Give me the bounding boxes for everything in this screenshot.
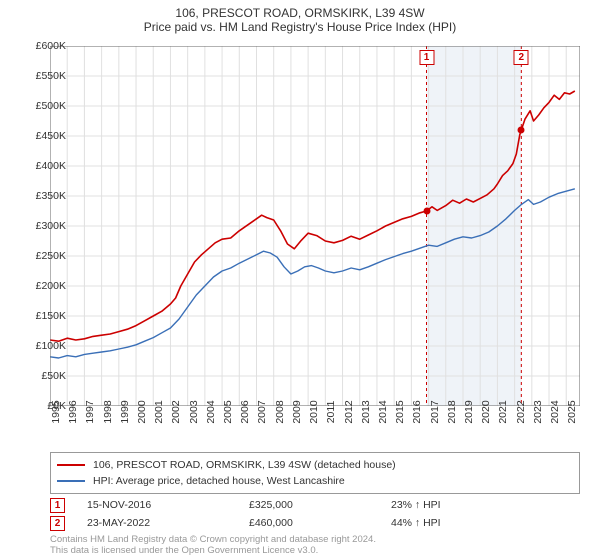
events-table: 1 15-NOV-2016 £325,000 23% ↑ HPI 2 23-MAY-202… <box>50 496 580 532</box>
x-tick-label: 2021 <box>497 400 509 423</box>
event-id-box: 2 <box>50 516 65 531</box>
x-tick-label: 2019 <box>463 400 475 423</box>
y-tick-label: £600K <box>20 40 66 52</box>
x-tick-label: 2022 <box>515 400 527 423</box>
titles: 106, PRESCOT ROAD, ORMSKIRK, L39 4SW Pri… <box>0 0 600 34</box>
x-tick-label: 2003 <box>188 400 200 423</box>
x-tick-label: 2025 <box>566 400 578 423</box>
x-tick-label: 1997 <box>84 400 96 423</box>
x-tick-label: 1996 <box>67 400 79 423</box>
legend-item: 106, PRESCOT ROAD, ORMSKIRK, L39 4SW (de… <box>57 457 573 473</box>
x-tick-label: 1998 <box>102 400 114 423</box>
y-tick-label: £550K <box>20 70 66 82</box>
x-tick-label: 2017 <box>429 400 441 423</box>
y-tick-label: £200K <box>20 280 66 292</box>
event-price: £460,000 <box>249 517 369 529</box>
x-tick-label: 2000 <box>136 400 148 423</box>
x-tick-label: 2015 <box>394 400 406 423</box>
x-tick-label: 2011 <box>325 401 337 424</box>
legend-label: HPI: Average price, detached house, West… <box>93 475 345 487</box>
x-tick-label: 2009 <box>291 400 303 423</box>
event-date: 15-NOV-2016 <box>87 499 227 511</box>
legend-item: HPI: Average price, detached house, West… <box>57 473 573 489</box>
chart-svg <box>50 46 580 406</box>
event-id-box: 1 <box>50 498 65 513</box>
chart-area: 12 <box>50 46 580 406</box>
title-subtitle: Price paid vs. HM Land Registry's House … <box>0 20 600 34</box>
event-delta: 23% ↑ HPI <box>391 499 511 511</box>
x-tick-label: 2016 <box>411 400 423 423</box>
chart-container: 106, PRESCOT ROAD, ORMSKIRK, L39 4SW Pri… <box>0 0 600 560</box>
x-tick-label: 2005 <box>222 400 234 423</box>
y-tick-label: £250K <box>20 250 66 262</box>
attribution-line2: This data is licensed under the Open Gov… <box>50 545 580 556</box>
title-address: 106, PRESCOT ROAD, ORMSKIRK, L39 4SW <box>0 6 600 20</box>
y-tick-label: £300K <box>20 220 66 232</box>
x-tick-label: 2012 <box>343 400 355 423</box>
y-tick-label: £500K <box>20 100 66 112</box>
event-row: 1 15-NOV-2016 £325,000 23% ↑ HPI <box>50 496 580 514</box>
x-tick-label: 2002 <box>170 400 182 423</box>
x-tick-label: 2006 <box>239 400 251 423</box>
x-tick-label: 2024 <box>549 400 561 423</box>
attribution: Contains HM Land Registry data © Crown c… <box>50 534 580 557</box>
x-tick-label: 2001 <box>153 400 165 423</box>
attribution-line1: Contains HM Land Registry data © Crown c… <box>50 534 580 545</box>
x-tick-label: 2014 <box>377 400 389 423</box>
x-tick-label: 2013 <box>360 400 372 423</box>
x-tick-label: 1999 <box>119 400 131 423</box>
legend-label: 106, PRESCOT ROAD, ORMSKIRK, L39 4SW (de… <box>93 459 396 471</box>
y-tick-label: £350K <box>20 190 66 202</box>
y-tick-label: £400K <box>20 160 66 172</box>
event-row: 2 23-MAY-2022 £460,000 44% ↑ HPI <box>50 514 580 532</box>
x-tick-label: 2007 <box>256 400 268 423</box>
y-tick-label: £100K <box>20 340 66 352</box>
event-price: £325,000 <box>249 499 369 511</box>
x-tick-label: 2023 <box>532 400 544 423</box>
x-tick-label: 1995 <box>50 400 62 423</box>
x-tick-label: 2018 <box>446 400 458 423</box>
event-delta: 44% ↑ HPI <box>391 517 511 529</box>
legend-swatch <box>57 480 85 482</box>
y-tick-label: £450K <box>20 130 66 142</box>
legend-swatch <box>57 464 85 466</box>
x-tick-label: 2010 <box>308 400 320 423</box>
x-tick-label: 2004 <box>205 400 217 423</box>
event-date: 23-MAY-2022 <box>87 517 227 529</box>
legend: 106, PRESCOT ROAD, ORMSKIRK, L39 4SW (de… <box>50 452 580 494</box>
y-tick-label: £150K <box>20 310 66 322</box>
x-tick-label: 2020 <box>480 400 492 423</box>
x-tick-label: 2008 <box>274 400 286 423</box>
y-tick-label: £50K <box>20 370 66 382</box>
